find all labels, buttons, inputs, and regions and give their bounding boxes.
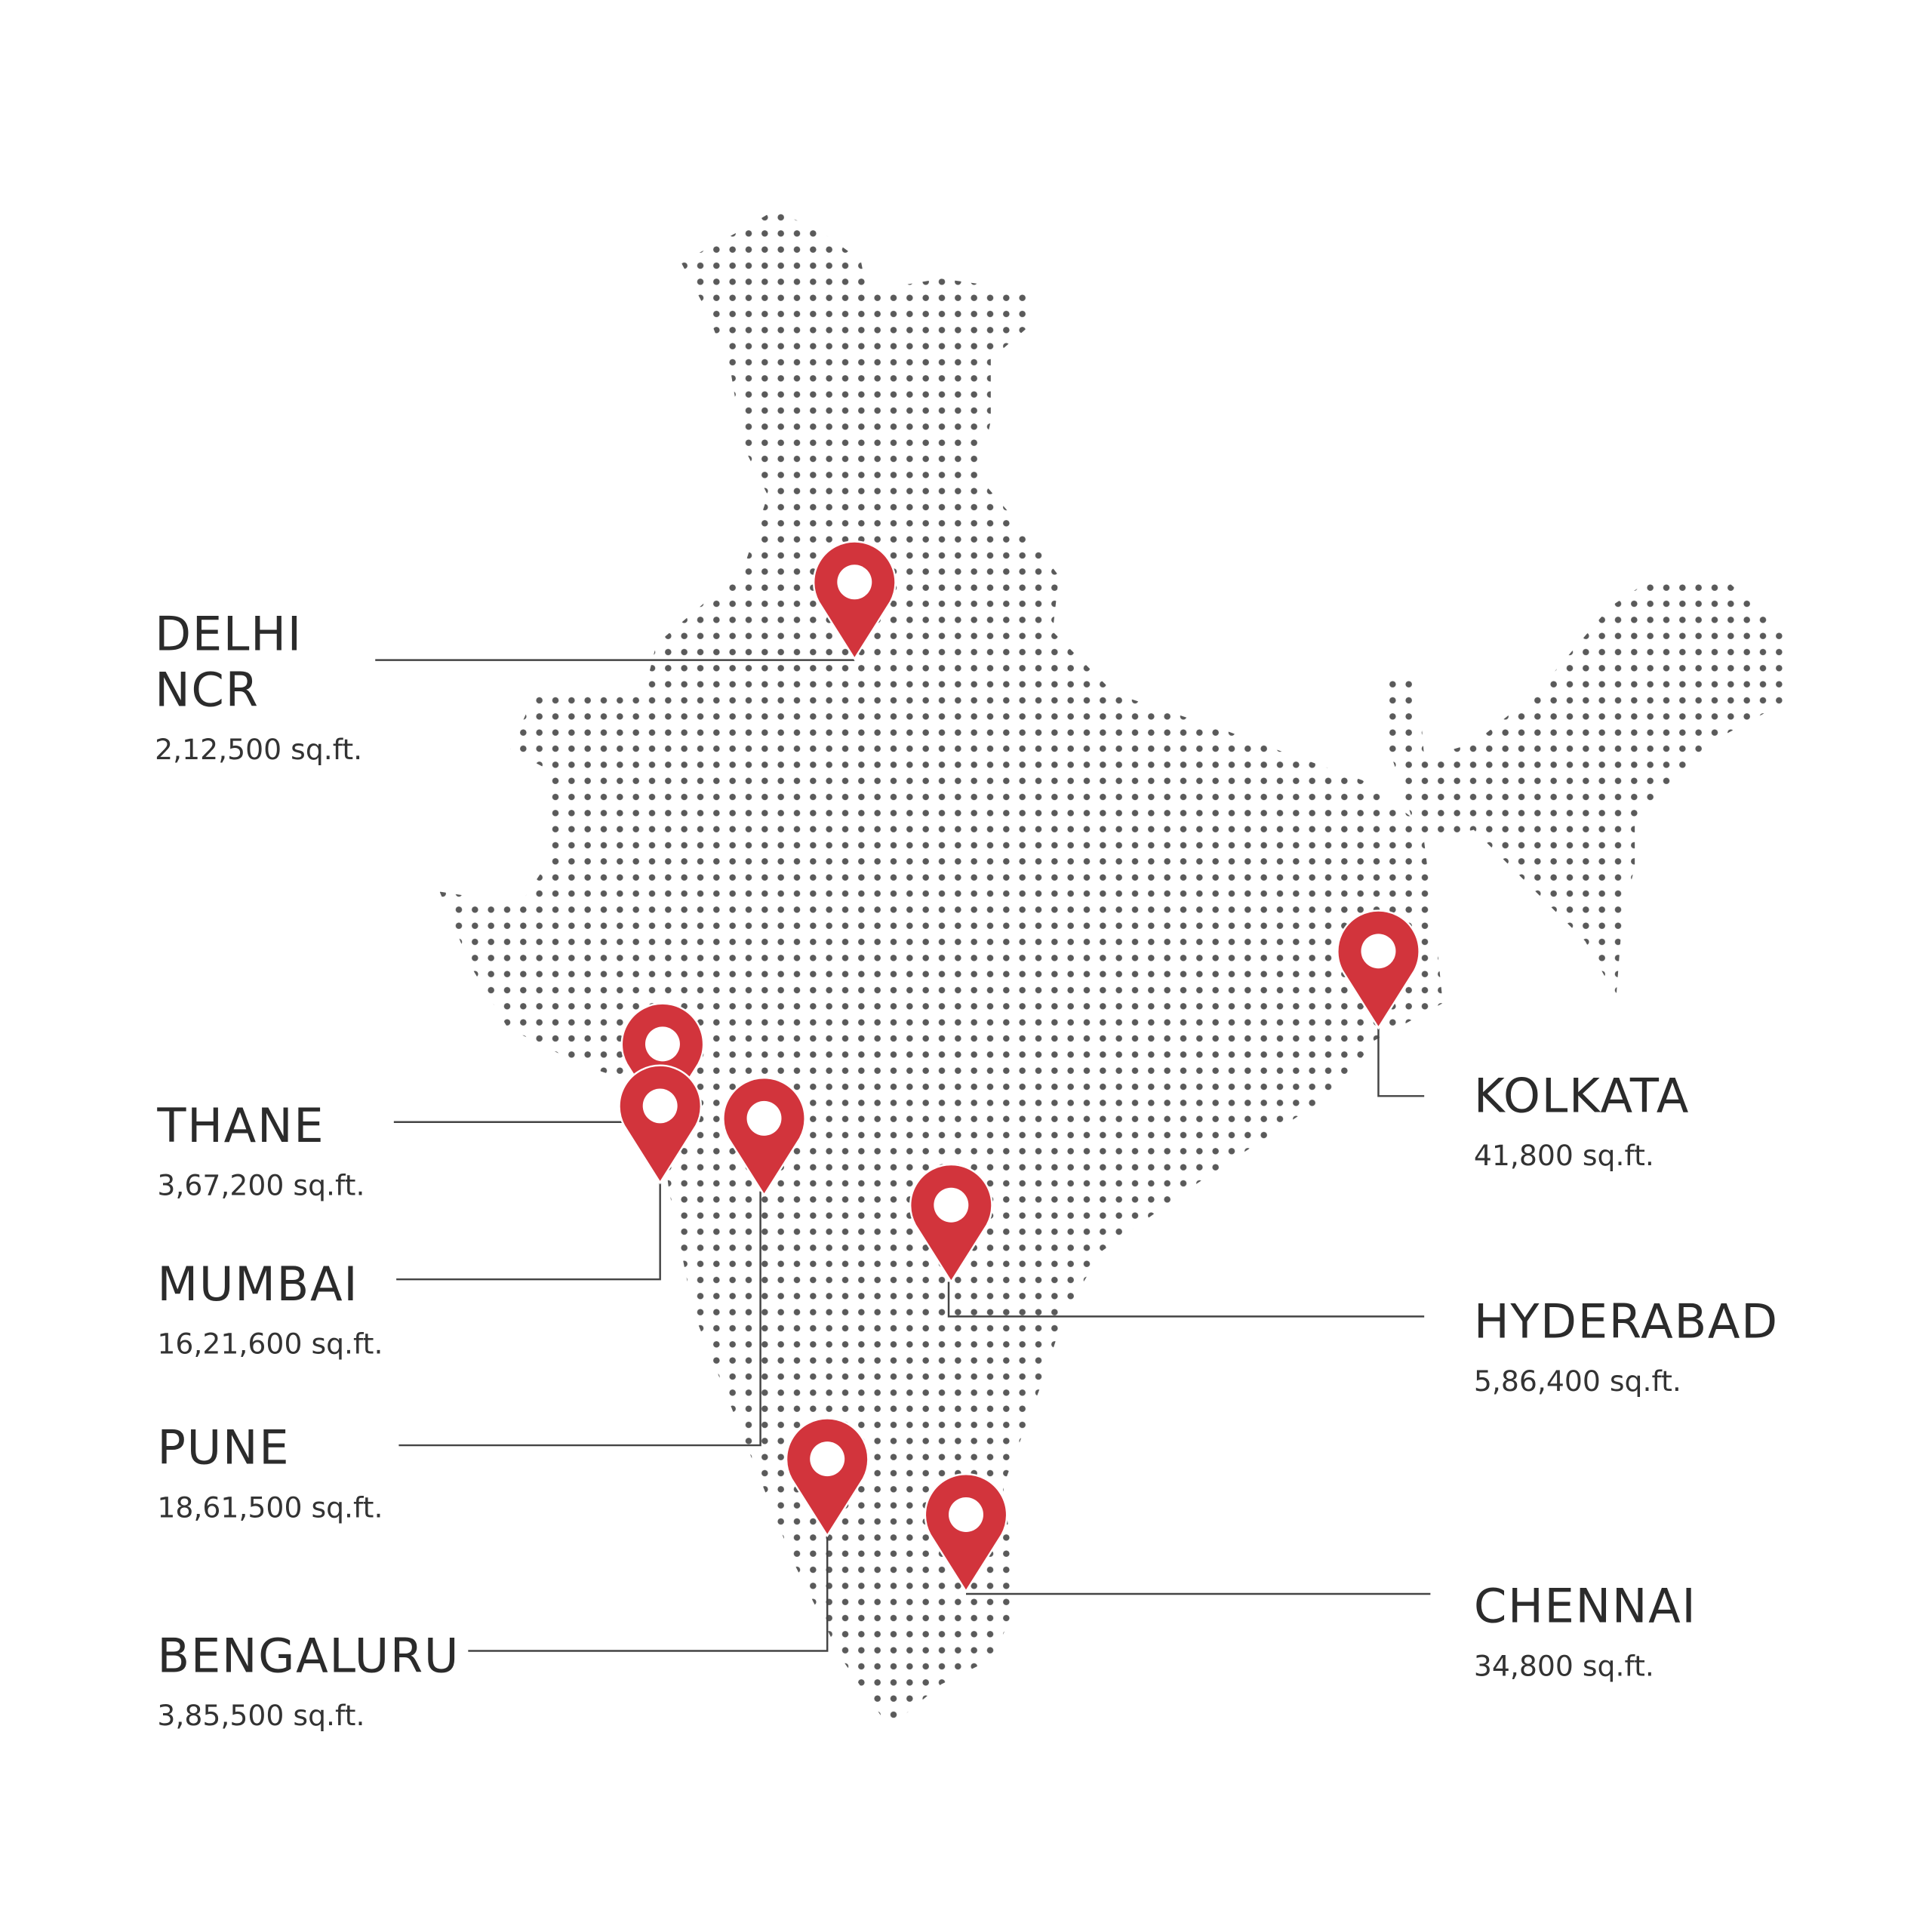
pin-hole [810,1441,845,1477]
location-pin [618,1064,702,1185]
location-pin [785,1417,869,1538]
location-name: MUMBAI [157,1257,358,1312]
india-dotted-map [439,210,1790,1728]
location-pin [909,1163,993,1284]
location-area: 5,86,400 sq.ft. [1474,1364,1681,1398]
location-pin [924,1473,1008,1594]
location-name: KOLKATA [1474,1069,1690,1124]
pin-hole [642,1088,678,1124]
location-name: HYDERABAD [1474,1294,1779,1349]
location-area: 2,12,500 sq.ft. [155,733,362,766]
location-area: 3,85,500 sq.ft. [157,1699,365,1732]
location-name: PUNE [157,1420,290,1475]
pin-hole [837,565,872,600]
location-area: 18,61,500 sq.ft. [157,1491,383,1524]
location-name: NCR [155,662,259,717]
location-name: DELHI [155,607,303,662]
pin-hole [645,1026,680,1062]
location-name: THANE [156,1098,325,1153]
location-name: CHENNAI [1474,1579,1697,1634]
location-name: BENGALURU [157,1628,460,1683]
pin-hole [934,1187,969,1223]
leader-line [947,1281,1425,1318]
leader-line [398,1191,761,1447]
location-area: 16,21,600 sq.ft. [157,1327,383,1361]
location-area: 3,67,200 sq.ft. [157,1169,365,1202]
pin-hole [949,1497,983,1532]
leader-line [468,1535,829,1652]
location-pin [722,1076,806,1197]
leader-line [1377,1028,1425,1097]
location-area: 34,800 sq.ft. [1474,1649,1654,1682]
pin-hole [746,1100,782,1136]
location-pin [1337,909,1420,1030]
location-area: 41,800 sq.ft. [1474,1139,1654,1172]
location-pin [812,540,897,661]
pin-hole [1361,934,1396,969]
leader-line [396,1176,661,1281]
location-pin [620,1002,705,1123]
